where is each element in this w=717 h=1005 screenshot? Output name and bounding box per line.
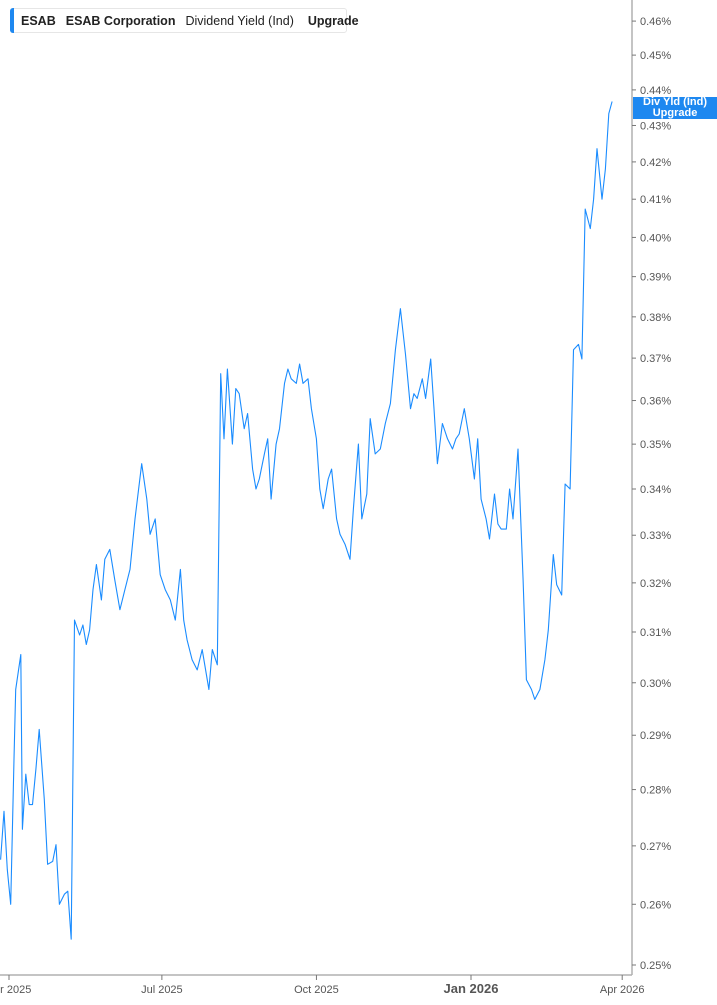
y-tick-label: 0.44% bbox=[640, 85, 671, 97]
x-tick-label: Apr 2026 bbox=[600, 984, 645, 996]
legend-upgrade-link[interactable]: Upgrade bbox=[307, 13, 359, 28]
tag-upgrade: Upgrade bbox=[652, 107, 698, 119]
legend-company: ESAB Corporation bbox=[65, 13, 176, 28]
y-tick-label: 0.43% bbox=[640, 120, 671, 132]
y-tick-label: 0.39% bbox=[640, 272, 671, 284]
y-tick-label: 0.40% bbox=[640, 232, 671, 244]
y-tick-label: 0.26% bbox=[640, 899, 671, 911]
y-tick-label: 0.38% bbox=[640, 312, 671, 324]
y-tick-label: 0.35% bbox=[640, 439, 671, 451]
legend-ticker: ESAB bbox=[21, 13, 56, 28]
y-tick-label: 0.27% bbox=[640, 841, 671, 853]
y-tick-label: 0.36% bbox=[640, 396, 671, 408]
chart-legend: ESAB ESAB Corporation Dividend Yield (In… bbox=[10, 8, 359, 33]
y-tick-label: 0.31% bbox=[640, 627, 671, 639]
y-tick-label: 0.37% bbox=[640, 353, 671, 365]
y-tick-label: 0.25% bbox=[640, 960, 671, 972]
y-tick-label: 0.42% bbox=[640, 157, 671, 169]
x-tick-label: Oct 2025 bbox=[294, 984, 339, 996]
y-tick-label: 0.41% bbox=[640, 194, 671, 206]
y-tick-label: 0.33% bbox=[640, 530, 671, 542]
y-tick-label: 0.46% bbox=[640, 16, 671, 28]
y-tick-label: 0.29% bbox=[640, 730, 671, 742]
legend-metric: Dividend Yield (Ind) bbox=[185, 13, 294, 28]
series-line bbox=[0, 101, 613, 940]
x-tick-label: Apr 2025 bbox=[0, 984, 31, 996]
series-color-bar bbox=[10, 8, 14, 33]
x-tick-label: Jul 2025 bbox=[141, 984, 183, 996]
x-tick-label: Jan 2026 bbox=[444, 981, 499, 996]
y-tick-label: 0.34% bbox=[640, 484, 671, 496]
last-value-tag[interactable]: Div Yld (Ind) Upgrade bbox=[633, 97, 717, 119]
y-tick-label: 0.28% bbox=[640, 785, 671, 797]
y-tick-label: 0.45% bbox=[640, 50, 671, 62]
y-tick-label: 0.32% bbox=[640, 578, 671, 590]
tag-label: Div Yld (Ind) bbox=[643, 96, 707, 108]
y-tick-label: 0.30% bbox=[640, 678, 671, 690]
